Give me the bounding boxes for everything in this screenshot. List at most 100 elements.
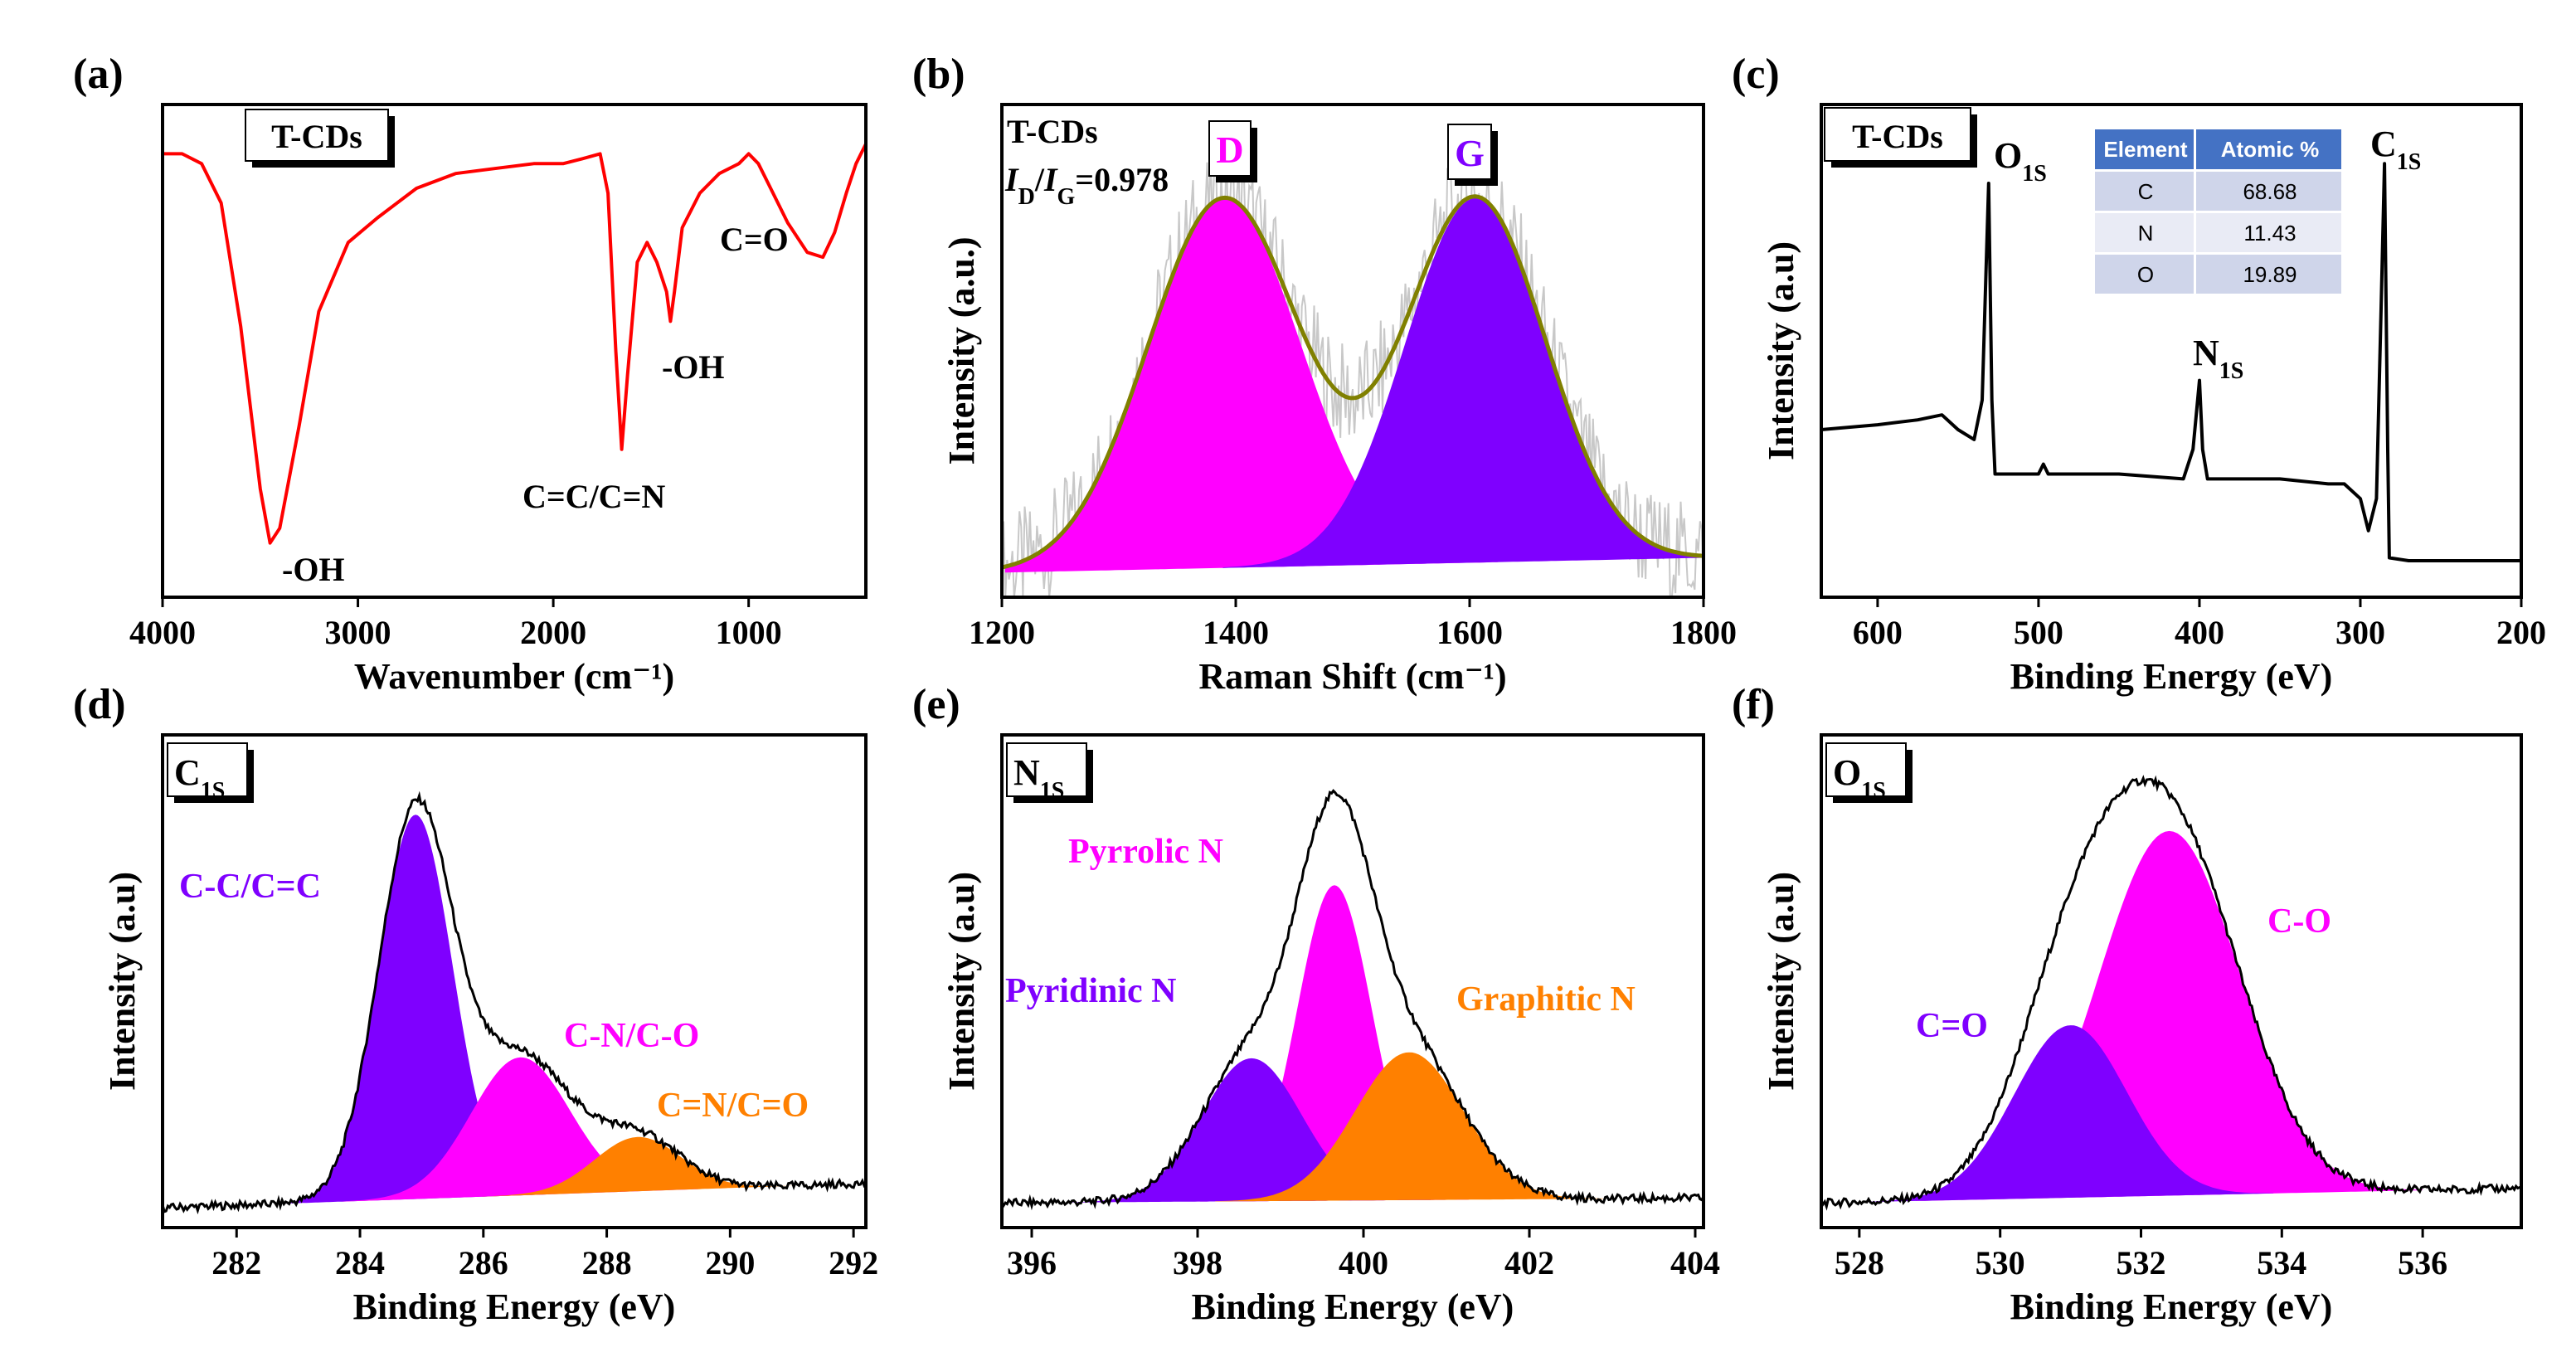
x-tick-label: 404: [1670, 1244, 1720, 1281]
table-cell-text: C: [2138, 179, 2154, 204]
y-axis-label: Intensity (a.u.): [941, 236, 982, 464]
core-level-box: [1006, 742, 1087, 797]
core-level-label: N1S: [1013, 752, 1064, 804]
o1s-peak-label-sub: 1S: [2022, 161, 2047, 187]
core-level-box: [167, 742, 248, 797]
x-tick-label: 534: [2257, 1244, 2306, 1281]
core-level-label-sub: 1S: [1861, 778, 1886, 804]
x-tick-label: 3000: [325, 614, 391, 651]
x-tick-label: 1800: [1670, 614, 1737, 651]
ratio-slash: /: [1034, 161, 1045, 198]
core-level-label-main: O: [1833, 752, 1861, 793]
x-tick-label: 286: [459, 1244, 508, 1281]
band-annotation: C=C/C=N: [522, 478, 665, 515]
x-tick-label: 4000: [129, 614, 196, 651]
x-tick-label: 396: [1007, 1244, 1057, 1281]
o1s-peak-label: O1S: [1994, 135, 2047, 187]
x-tick-label: 400: [1339, 1244, 1388, 1281]
id-ig-ratio: ID/IG=0.978: [1004, 161, 1169, 210]
table-cell-text: 68.68: [2243, 179, 2297, 204]
table-cell: [2196, 172, 2341, 211]
plot-frame: [1820, 733, 2523, 1229]
panel-label: (a): [73, 51, 124, 98]
envelope-fit-line: [1820, 775, 2522, 1211]
peak-label: C-C/C=C: [179, 868, 321, 906]
table-cell-text: O: [2137, 262, 2154, 287]
x-tick-label: 282: [211, 1244, 261, 1281]
x-tick-label: 530: [1976, 1244, 2025, 1281]
x-tick-label: 288: [582, 1244, 632, 1281]
peak-fill-c-c-c-c: [282, 815, 549, 1204]
x-tick-label: 536: [2398, 1244, 2447, 1281]
core-level-label-sub: 1S: [1040, 778, 1065, 804]
table-cell-text: 19.89: [2243, 262, 2297, 287]
sample-label-box: [245, 109, 389, 162]
ratio-i: I: [1004, 161, 1019, 198]
x-tick-label: 1200: [969, 614, 1035, 651]
x-axis-label: Binding Energy (eV): [1192, 1286, 1514, 1327]
peak-label: Graphitic N: [1456, 980, 1636, 1019]
o1s-peak-label-main: O: [1994, 135, 2022, 176]
peak-fill-c-o: [1915, 830, 2423, 1201]
x-tick-label: 1400: [1203, 614, 1269, 651]
ratio-d: D: [1018, 184, 1035, 210]
table-header-text: Atomic %: [2221, 137, 2319, 162]
envelope-fit-line: [1000, 789, 1705, 1211]
sample-label: T-CDs: [1007, 113, 1098, 150]
x-tick-label: 292: [829, 1244, 878, 1281]
panel-a: 4000 3000 2000 1000 Wavenumber (cm⁻¹) (a) T-CD…: [73, 51, 868, 697]
panel-label: (d): [73, 681, 126, 728]
peak-fill-c-n-c-o: [482, 1136, 794, 1197]
d-band-label: D: [1216, 129, 1243, 171]
table-header-cell: [2196, 129, 2341, 169]
peak-fill-pyrrolic-n: [1200, 885, 1469, 1202]
x-tick-label: 300: [2335, 614, 2385, 651]
g-band-label: G: [1455, 132, 1485, 174]
n1s-peak-label-main: N: [2193, 333, 2219, 373]
x-tick-label: 398: [1173, 1244, 1222, 1281]
x-axis-label: Binding Energy (eV): [2010, 656, 2333, 697]
x-tick-label: 2000: [520, 614, 586, 651]
sample-label-box: [1824, 107, 1971, 162]
core-level-label: C1S: [174, 752, 225, 804]
plot-frame: [161, 733, 868, 1229]
table-cell: [2095, 213, 2194, 252]
envelope-fit-line: [1001, 194, 1704, 570]
composition-table: Element Atomic % C 68.68 N 11.43 O 19.89: [2095, 129, 2341, 294]
core-level-label-sub: 1S: [201, 778, 226, 804]
envelope-fit-line: [161, 790, 868, 1215]
band-annotation: -OH: [282, 551, 345, 588]
table-cell: [2196, 255, 2341, 294]
panel-e: 396 398 400 402 404 Binding Energy (eV) Intens…: [912, 681, 1720, 1327]
x-tick-label: 1000: [716, 614, 782, 651]
plot-frame: [1000, 733, 1705, 1229]
sample-label: T-CDs: [1852, 118, 1943, 155]
x-axis-label: Raman Shift (cm⁻¹): [1198, 656, 1506, 697]
y-axis-label: Intensity (a.u): [1761, 241, 1801, 460]
core-level-label: O1S: [1833, 752, 1886, 804]
peak-fill-graphitic-n: [1215, 1052, 1603, 1202]
table-cell: [2095, 172, 2194, 211]
peak-fill-pyridinic-n: [1072, 1058, 1431, 1203]
peak-label: C-N/C-O: [564, 1017, 699, 1055]
x-tick-label: 400: [2175, 614, 2224, 651]
x-tick-label: 500: [2014, 614, 2063, 651]
table-header-cell: [2095, 129, 2194, 169]
ratio-i2: I: [1043, 161, 1058, 198]
panel-label: (f): [1732, 681, 1775, 728]
peak-fill-g: [1222, 197, 1704, 568]
peak-label: Pyrrolic N: [1068, 833, 1223, 871]
x-tick-label: 284: [335, 1244, 385, 1281]
peak-label: C-O: [2267, 902, 2331, 941]
g-band-box: [1447, 124, 1492, 180]
x-tick-label: 600: [1853, 614, 1903, 651]
x-tick-label: 528: [1835, 1244, 1884, 1281]
peak-label: C=O: [1916, 1007, 1988, 1045]
y-axis-label: Intensity (a.u): [941, 872, 982, 1091]
ratio-value: =0.978: [1075, 161, 1169, 198]
x-axis-label: Wavenumber (cm⁻¹): [354, 656, 674, 697]
peak-fill-d: [1004, 198, 1498, 573]
core-level-label-main: N: [1013, 752, 1040, 793]
peak-label: Pyridinic N: [1005, 972, 1177, 1010]
